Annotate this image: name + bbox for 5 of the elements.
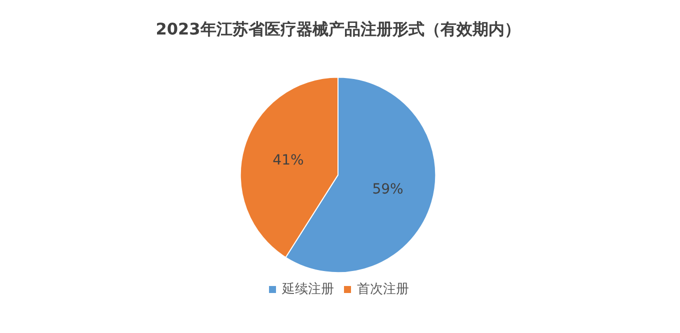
legend-label: 首次注册 bbox=[357, 282, 409, 297]
chart-title: 2023年江苏省医疗器械产品注册形式（有效期内） bbox=[156, 20, 520, 38]
legend-label: 延续注册 bbox=[281, 282, 334, 297]
data-label: 59% bbox=[372, 181, 404, 198]
data-label: 41% bbox=[272, 152, 304, 168]
